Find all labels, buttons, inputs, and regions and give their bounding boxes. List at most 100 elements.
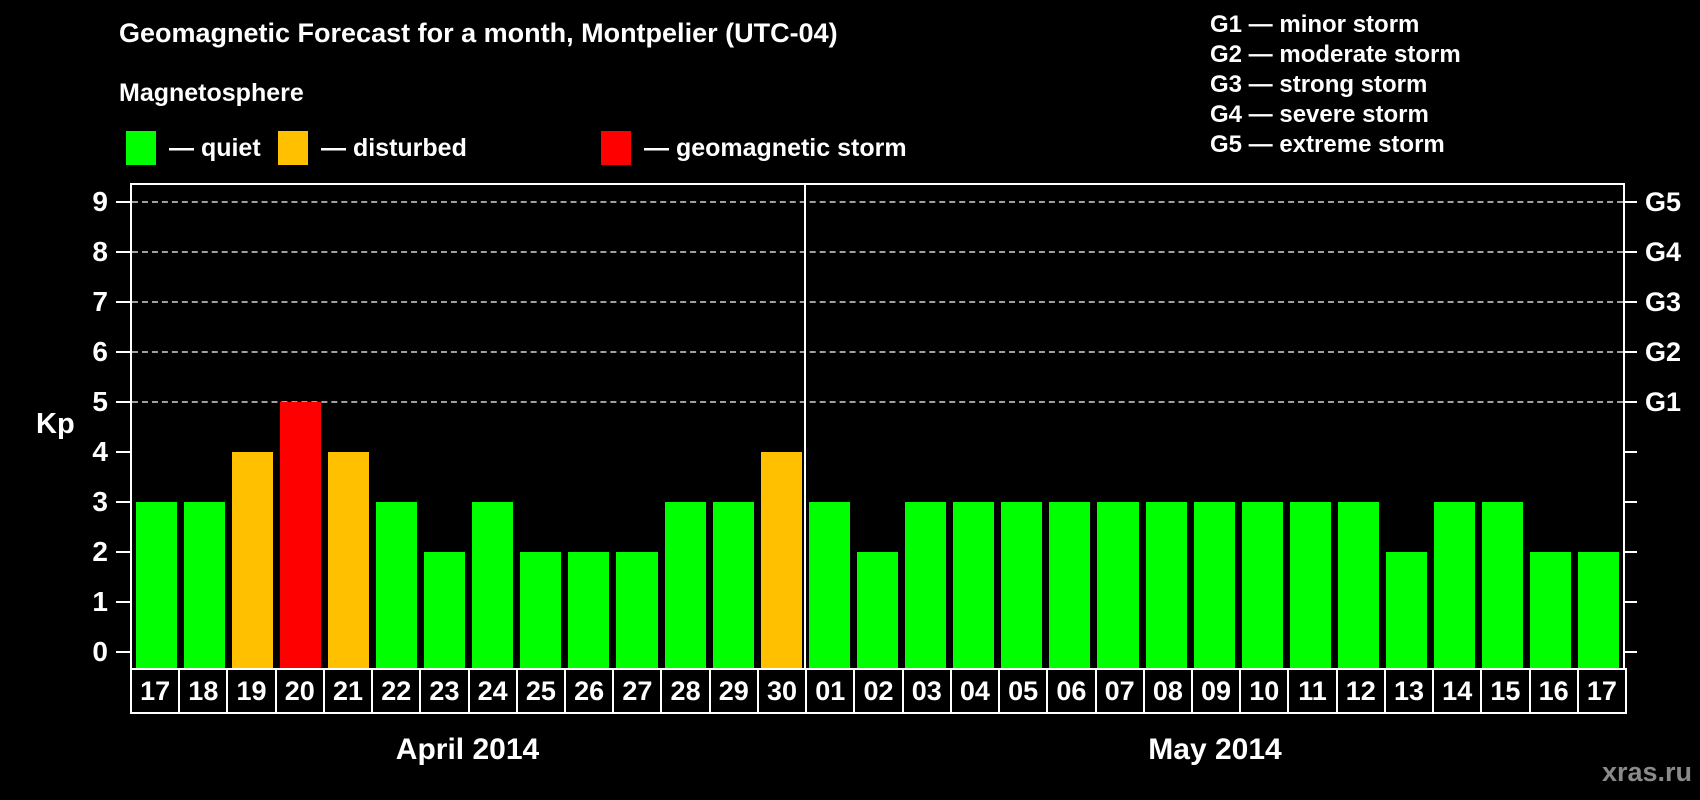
kp-bar-april-21 bbox=[327, 452, 369, 668]
y-axis-tick-right-2 bbox=[1623, 551, 1637, 553]
kp-bar-april-25 bbox=[520, 552, 562, 668]
kp-bar-may-04 bbox=[953, 502, 995, 668]
y-axis-tick-left-3 bbox=[116, 501, 130, 503]
y-axis-tick-right-5 bbox=[1623, 401, 1637, 403]
kp-bar-may-03 bbox=[905, 502, 947, 668]
y-axis-tick-right-3 bbox=[1623, 501, 1637, 503]
storm-color-swatch bbox=[601, 131, 631, 165]
day-cell: 06 bbox=[1046, 668, 1097, 714]
y-axis-tick-left-8 bbox=[116, 251, 130, 253]
y-axis-tick-left-0 bbox=[116, 651, 130, 653]
day-cell: 18 bbox=[178, 668, 229, 714]
g-axis-label-g3: G3 bbox=[1645, 287, 1682, 317]
day-cell: 12 bbox=[1335, 668, 1386, 714]
day-cell: 08 bbox=[1142, 668, 1193, 714]
y-axis-tick-left-7 bbox=[116, 301, 130, 303]
page-title: Geomagnetic Forecast for a month, Montpe… bbox=[119, 18, 838, 48]
y-axis-tick-right-8 bbox=[1623, 251, 1637, 253]
g-scale-legend-line-g2: G2 — moderate storm bbox=[1210, 41, 1461, 68]
kp-bar-april-17 bbox=[135, 502, 177, 668]
legend-item-storm: — geomagnetic storm bbox=[601, 131, 907, 165]
kp-bar-april-27 bbox=[616, 552, 658, 668]
day-cell: 28 bbox=[660, 668, 711, 714]
day-cell: 27 bbox=[612, 668, 663, 714]
kp-bar-april-24 bbox=[472, 502, 514, 668]
y-axis-tick-label-3: 3 bbox=[92, 486, 108, 517]
month-separator bbox=[804, 185, 807, 668]
kp-bar-may-08 bbox=[1145, 502, 1187, 668]
y-axis-tick-left-4 bbox=[116, 451, 130, 453]
day-cell: 02 bbox=[853, 668, 904, 714]
day-cell: 11 bbox=[1287, 668, 1338, 714]
gridline-kp8 bbox=[132, 251, 1623, 253]
magnetosphere-heading: Magnetosphere bbox=[119, 79, 304, 107]
plot-area bbox=[130, 183, 1625, 670]
kp-bar-may-02 bbox=[856, 552, 899, 668]
y-axis-tick-label-5: 5 bbox=[92, 386, 108, 417]
kp-bar-may-01 bbox=[808, 502, 850, 668]
y-axis-tick-right-4 bbox=[1623, 451, 1637, 453]
day-cell: 03 bbox=[901, 668, 952, 714]
day-cell: 14 bbox=[1432, 668, 1483, 714]
month-label-april: April 2014 bbox=[395, 733, 540, 766]
day-cell: 30 bbox=[756, 668, 808, 714]
day-cell: 09 bbox=[1190, 668, 1242, 714]
legend-label-disturbed: — disturbed bbox=[321, 133, 467, 162]
watermark: xras.ru bbox=[1601, 757, 1692, 787]
day-cell: 21 bbox=[322, 668, 374, 714]
g-axis-label-g2: G2 bbox=[1645, 337, 1682, 367]
day-cell: 20 bbox=[274, 668, 325, 714]
kp-bar-may-17 bbox=[1578, 552, 1620, 668]
g-scale-legend-line-g3: G3 — strong storm bbox=[1210, 71, 1428, 98]
day-cell: 29 bbox=[708, 668, 759, 714]
kp-bar-april-30 bbox=[760, 452, 802, 668]
day-cell: 10 bbox=[1239, 668, 1290, 714]
y-axis-tick-right-1 bbox=[1623, 601, 1637, 603]
quiet-color-swatch bbox=[126, 131, 156, 165]
kp-bar-may-11 bbox=[1289, 502, 1331, 668]
day-cell: 01 bbox=[805, 668, 856, 714]
day-cell: 24 bbox=[467, 668, 518, 714]
kp-bar-may-06 bbox=[1049, 502, 1091, 668]
kp-bar-may-09 bbox=[1193, 502, 1235, 668]
y-axis-tick-label-9: 9 bbox=[92, 186, 108, 217]
legend-label-quiet: — quiet bbox=[169, 133, 261, 162]
g-axis-label-g4: G4 bbox=[1645, 237, 1682, 267]
kp-bar-april-20 bbox=[279, 402, 321, 668]
y-axis-tick-label-8: 8 bbox=[92, 236, 108, 267]
day-cell: 17 bbox=[130, 668, 181, 714]
kp-bar-may-13 bbox=[1386, 552, 1428, 668]
kp-bar-april-29 bbox=[712, 502, 754, 668]
kp-bar-may-12 bbox=[1337, 502, 1379, 668]
kp-bar-may-16 bbox=[1530, 552, 1572, 668]
day-cell: 22 bbox=[371, 668, 422, 714]
kp-bar-may-10 bbox=[1241, 502, 1283, 668]
day-cell: 25 bbox=[515, 668, 567, 714]
gridline-kp5 bbox=[132, 401, 1623, 403]
y-axis-tick-label-1: 1 bbox=[92, 586, 108, 617]
g-scale-legend-line-g5: G5 — extreme storm bbox=[1210, 131, 1445, 158]
y-axis-tick-right-0 bbox=[1623, 651, 1637, 653]
y-axis-tick-left-5 bbox=[116, 401, 130, 403]
day-cell: 04 bbox=[949, 668, 1001, 714]
kp-bar-may-07 bbox=[1097, 502, 1139, 668]
y-axis-tick-label-2: 2 bbox=[92, 536, 108, 567]
legend-label-storm: — geomagnetic storm bbox=[644, 133, 907, 162]
y-axis-tick-label-0: 0 bbox=[92, 636, 108, 667]
y-axis-tick-right-7 bbox=[1623, 301, 1637, 303]
kp-bar-may-14 bbox=[1434, 502, 1476, 668]
g-scale-legend-line-g1: G1 — minor storm bbox=[1210, 11, 1420, 38]
month-label-may: May 2014 bbox=[1148, 733, 1282, 766]
kp-bar-april-22 bbox=[375, 502, 418, 668]
y-axis-tick-label-4: 4 bbox=[92, 436, 108, 467]
y-axis-tick-label-7: 7 bbox=[92, 286, 108, 317]
g-scale-legend: G1 — minor storm G2 — moderate storm G3 … bbox=[1210, 10, 1461, 160]
gridline-kp9 bbox=[132, 201, 1623, 203]
kp-bar-april-18 bbox=[183, 502, 225, 668]
day-cell: 15 bbox=[1480, 668, 1531, 714]
g-scale-legend-line-g4: G4 — severe storm bbox=[1210, 101, 1429, 128]
day-cell: 26 bbox=[564, 668, 615, 714]
y-axis-title: Kp bbox=[36, 408, 75, 440]
day-cell: 16 bbox=[1528, 668, 1579, 714]
